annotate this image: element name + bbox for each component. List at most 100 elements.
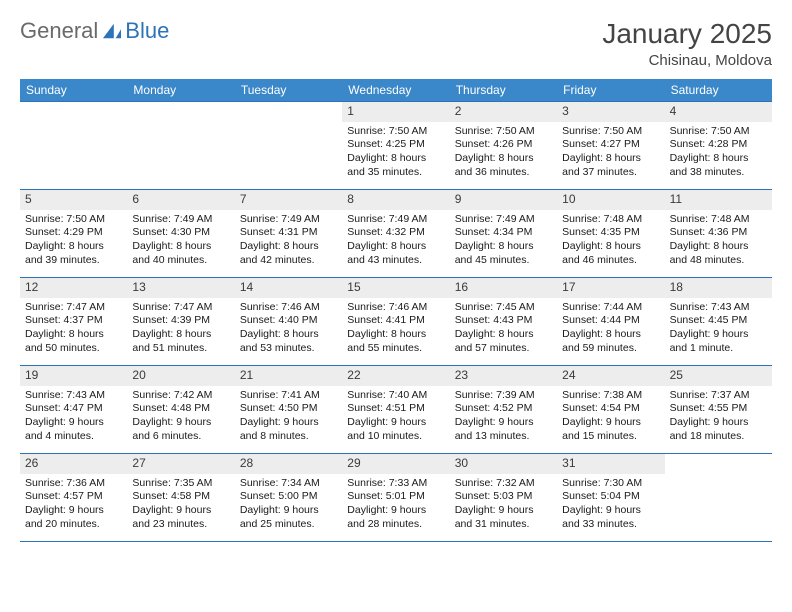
weekday-header: Saturday (665, 79, 772, 101)
sunset-line: Sunset: 4:35 PM (562, 226, 659, 240)
day-body: Sunrise: 7:46 AMSunset: 4:41 PMDaylight:… (342, 298, 449, 361)
day-body: Sunrise: 7:38 AMSunset: 4:54 PMDaylight:… (557, 386, 664, 449)
day-body: Sunrise: 7:47 AMSunset: 4:39 PMDaylight:… (127, 298, 234, 361)
sunset-line: Sunset: 4:25 PM (347, 138, 444, 152)
daylight-line: Daylight: 8 hours and 46 minutes. (562, 240, 659, 267)
sunset-line: Sunset: 4:37 PM (25, 314, 122, 328)
day-number: 20 (127, 366, 234, 386)
sunrise-line: Sunrise: 7:45 AM (455, 301, 552, 315)
month-title: January 2025 (602, 18, 772, 50)
sunset-line: Sunset: 4:39 PM (132, 314, 229, 328)
sunrise-line: Sunrise: 7:38 AM (562, 389, 659, 403)
day-number: 5 (20, 190, 127, 210)
day-body: Sunrise: 7:46 AMSunset: 4:40 PMDaylight:… (235, 298, 342, 361)
sunrise-line: Sunrise: 7:47 AM (132, 301, 229, 315)
sunrise-line: Sunrise: 7:50 AM (347, 125, 444, 139)
sunrise-line: Sunrise: 7:37 AM (670, 389, 767, 403)
daylight-line: Daylight: 9 hours and 20 minutes. (25, 504, 122, 531)
calendar-day-cell: 15Sunrise: 7:46 AMSunset: 4:41 PMDayligh… (342, 277, 449, 365)
sunrise-line: Sunrise: 7:50 AM (670, 125, 767, 139)
day-body: Sunrise: 7:36 AMSunset: 4:57 PMDaylight:… (20, 474, 127, 537)
sunrise-line: Sunrise: 7:32 AM (455, 477, 552, 491)
day-number: 4 (665, 102, 772, 122)
sunrise-line: Sunrise: 7:35 AM (132, 477, 229, 491)
calendar-day-cell: 5Sunrise: 7:50 AMSunset: 4:29 PMDaylight… (20, 189, 127, 277)
day-body: Sunrise: 7:43 AMSunset: 4:45 PMDaylight:… (665, 298, 772, 361)
sunrise-line: Sunrise: 7:44 AM (562, 301, 659, 315)
day-number: 21 (235, 366, 342, 386)
sunrise-line: Sunrise: 7:49 AM (347, 213, 444, 227)
logo-text-general: General (20, 18, 98, 44)
daylight-line: Daylight: 9 hours and 25 minutes. (240, 504, 337, 531)
day-body: Sunrise: 7:44 AMSunset: 4:44 PMDaylight:… (557, 298, 664, 361)
calendar-day-cell: 10Sunrise: 7:48 AMSunset: 4:35 PMDayligh… (557, 189, 664, 277)
day-number: 3 (557, 102, 664, 122)
day-number: 28 (235, 454, 342, 474)
daylight-line: Daylight: 8 hours and 42 minutes. (240, 240, 337, 267)
weekday-header: Monday (127, 79, 234, 101)
day-number: 31 (557, 454, 664, 474)
day-number: 19 (20, 366, 127, 386)
sunset-line: Sunset: 4:32 PM (347, 226, 444, 240)
day-body: Sunrise: 7:48 AMSunset: 4:35 PMDaylight:… (557, 210, 664, 273)
calendar-day-cell: 1Sunrise: 7:50 AMSunset: 4:25 PMDaylight… (342, 101, 449, 189)
sunrise-line: Sunrise: 7:42 AM (132, 389, 229, 403)
sunrise-line: Sunrise: 7:30 AM (562, 477, 659, 491)
sunset-line: Sunset: 4:26 PM (455, 138, 552, 152)
day-body: Sunrise: 7:50 AMSunset: 4:28 PMDaylight:… (665, 122, 772, 185)
sunrise-line: Sunrise: 7:41 AM (240, 389, 337, 403)
day-body: Sunrise: 7:42 AMSunset: 4:48 PMDaylight:… (127, 386, 234, 449)
calendar-day-cell: 27Sunrise: 7:35 AMSunset: 4:58 PMDayligh… (127, 453, 234, 541)
sunset-line: Sunset: 5:03 PM (455, 490, 552, 504)
daylight-line: Daylight: 9 hours and 18 minutes. (670, 416, 767, 443)
day-body: Sunrise: 7:49 AMSunset: 4:31 PMDaylight:… (235, 210, 342, 273)
sunset-line: Sunset: 4:31 PM (240, 226, 337, 240)
day-number: 7 (235, 190, 342, 210)
daylight-line: Daylight: 8 hours and 35 minutes. (347, 152, 444, 179)
day-body: Sunrise: 7:33 AMSunset: 5:01 PMDaylight:… (342, 474, 449, 537)
calendar-day-cell: 3Sunrise: 7:50 AMSunset: 4:27 PMDaylight… (557, 101, 664, 189)
calendar-day-cell: 4Sunrise: 7:50 AMSunset: 4:28 PMDaylight… (665, 101, 772, 189)
day-body: Sunrise: 7:50 AMSunset: 4:25 PMDaylight:… (342, 122, 449, 185)
sunrise-line: Sunrise: 7:40 AM (347, 389, 444, 403)
sunset-line: Sunset: 4:30 PM (132, 226, 229, 240)
sunrise-line: Sunrise: 7:46 AM (240, 301, 337, 315)
calendar-day-cell: 24Sunrise: 7:38 AMSunset: 4:54 PMDayligh… (557, 365, 664, 453)
day-number: 8 (342, 190, 449, 210)
daylight-line: Daylight: 9 hours and 23 minutes. (132, 504, 229, 531)
daylight-line: Daylight: 9 hours and 31 minutes. (455, 504, 552, 531)
daylight-line: Daylight: 9 hours and 13 minutes. (455, 416, 552, 443)
day-number: 24 (557, 366, 664, 386)
calendar-day-cell: 23Sunrise: 7:39 AMSunset: 4:52 PMDayligh… (450, 365, 557, 453)
day-number: 14 (235, 278, 342, 298)
daylight-line: Daylight: 8 hours and 45 minutes. (455, 240, 552, 267)
sunrise-line: Sunrise: 7:34 AM (240, 477, 337, 491)
day-number: 15 (342, 278, 449, 298)
daylight-line: Daylight: 8 hours and 53 minutes. (240, 328, 337, 355)
day-body: Sunrise: 7:39 AMSunset: 4:52 PMDaylight:… (450, 386, 557, 449)
calendar-day-cell: 17Sunrise: 7:44 AMSunset: 4:44 PMDayligh… (557, 277, 664, 365)
day-body: Sunrise: 7:35 AMSunset: 4:58 PMDaylight:… (127, 474, 234, 537)
daylight-line: Daylight: 8 hours and 38 minutes. (670, 152, 767, 179)
day-number: 18 (665, 278, 772, 298)
sunset-line: Sunset: 4:43 PM (455, 314, 552, 328)
daylight-line: Daylight: 8 hours and 39 minutes. (25, 240, 122, 267)
header: General Blue January 2025 Chisinau, Mold… (20, 18, 772, 69)
sunrise-line: Sunrise: 7:50 AM (25, 213, 122, 227)
sunrise-line: Sunrise: 7:47 AM (25, 301, 122, 315)
sunset-line: Sunset: 4:55 PM (670, 402, 767, 416)
calendar-grid: SundayMondayTuesdayWednesdayThursdayFrid… (20, 79, 772, 542)
sunset-line: Sunset: 4:57 PM (25, 490, 122, 504)
logo: General Blue (20, 18, 169, 44)
sunset-line: Sunset: 4:28 PM (670, 138, 767, 152)
calendar-day-cell: 6Sunrise: 7:49 AMSunset: 4:30 PMDaylight… (127, 189, 234, 277)
calendar-day-cell: 26Sunrise: 7:36 AMSunset: 4:57 PMDayligh… (20, 453, 127, 541)
day-number: 17 (557, 278, 664, 298)
day-number: 26 (20, 454, 127, 474)
calendar-day-cell: 21Sunrise: 7:41 AMSunset: 4:50 PMDayligh… (235, 365, 342, 453)
weekday-header: Thursday (450, 79, 557, 101)
calendar-day-cell: 29Sunrise: 7:33 AMSunset: 5:01 PMDayligh… (342, 453, 449, 541)
location: Chisinau, Moldova (602, 52, 772, 69)
daylight-line: Daylight: 8 hours and 36 minutes. (455, 152, 552, 179)
weekday-header: Friday (557, 79, 664, 101)
